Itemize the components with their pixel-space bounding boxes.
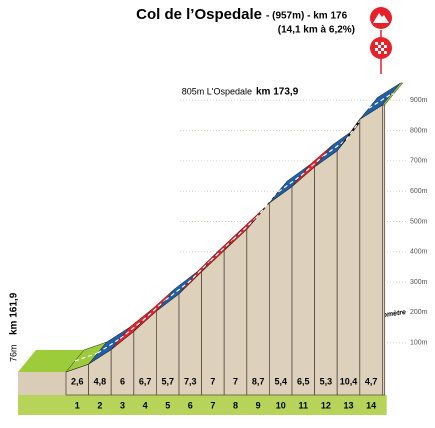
center-dash [368,93,392,109]
value-label: 5,7 [161,376,174,386]
center-dash [232,217,257,240]
y-tick-label: 200m [410,309,428,316]
x-tick-label: 2 [97,400,102,410]
annotation-km: km 173,9 [256,87,299,98]
value-label: 6,7 [139,376,152,386]
center-dash [142,299,166,321]
wall [359,104,383,396]
x-tick-label: 12 [321,400,331,410]
subtitle2: (14,1 km à 6,2%) [278,25,355,36]
value-label: 7,3 [184,376,197,386]
value-label: 2,6 [71,376,84,386]
y-tick-label: 100m [410,340,428,347]
x-tick-label: 9 [256,400,261,410]
center-dash [278,175,302,193]
value-label: 5,4 [274,376,287,386]
x-tick-label: 4 [143,400,148,410]
x-tick-label: 13 [343,400,353,410]
base-strip [18,395,387,415]
wall [336,118,361,396]
value-label: 4,8 [94,376,107,386]
checker [375,42,387,54]
value-label: 8,7 [252,376,265,386]
start-elevation: 76m [8,344,18,362]
value-label: 6 [120,376,125,386]
x-tick-label: 3 [120,400,125,410]
value-label: 4,7 [365,376,378,386]
x-tick-label: 11 [299,400,309,410]
wall [314,150,338,396]
y-tick-label: 600m [410,188,428,195]
y-tick-label: 900m [410,97,428,104]
chart-title: Col de l’Ospedale [136,6,262,23]
center-dash [74,352,98,362]
center-dash [97,338,121,354]
x-tick-label: 10 [276,400,286,410]
wall [223,228,248,396]
subtitle: - (957m) - km 176 [266,11,348,22]
center-dash [165,282,189,301]
x-tick-label: 5 [165,400,170,410]
ground-top [18,349,84,372]
center-dash [119,319,144,340]
value-label: 7 [233,376,238,386]
x-tick-label: 14 [366,400,376,410]
wall [291,165,316,396]
value-label: 5,3 [320,376,333,386]
wall [201,249,225,396]
value-label: 10,4 [340,376,358,386]
start-km: km 161,9 [9,292,20,335]
x-tick-label: 6 [188,400,193,410]
center-dash [323,139,347,157]
y-tick-label: 300m [410,279,428,286]
x-tick-label: 8 [233,400,238,410]
y-tick-label: 800m [410,127,428,134]
y-tick-label: 500m [410,218,428,225]
wall [246,201,270,396]
ground-side [18,371,66,395]
y-tick-label: 400m [410,249,428,256]
annotation: 805m L'Ospedale [182,86,252,96]
center-dash [300,155,324,176]
x-tick-label: 7 [210,400,215,410]
center-dash [210,239,234,262]
value-label: 6,5 [297,376,310,386]
value-label: 7 [210,376,215,386]
wall [268,185,293,396]
y-tick-label: 700m [410,158,428,165]
center-dash [187,260,212,284]
x-tick-label: 1 [75,400,80,410]
wall [381,104,386,396]
mountain-shape [373,13,389,23]
